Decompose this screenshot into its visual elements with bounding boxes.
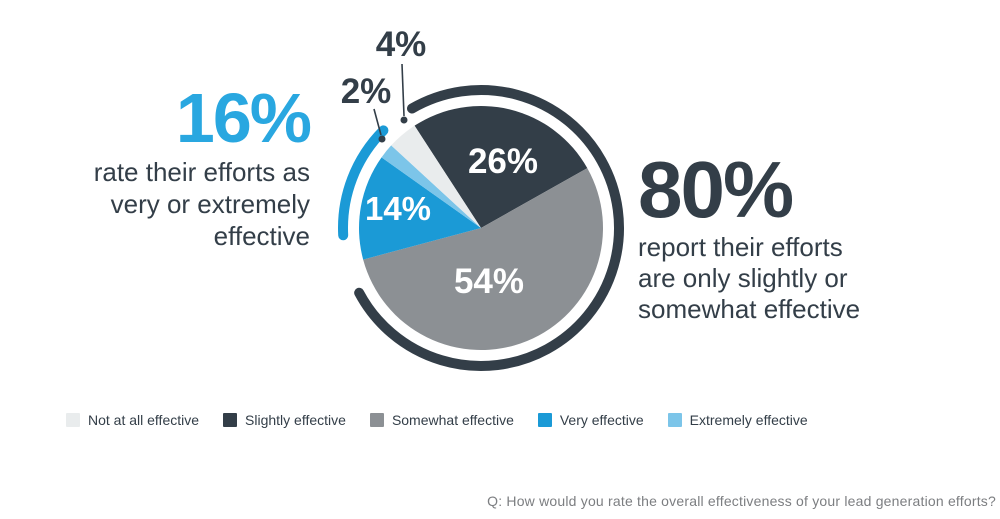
legend-swatch-icon [667,413,682,427]
legend-label: Not at all effective [88,412,200,428]
survey-question-text: Q: How would you rate the overall effect… [487,493,996,509]
legend-label: Very effective [559,412,644,428]
legend-swatch-icon [223,413,238,427]
left-stat-line-1: rate their efforts as [93,157,310,187]
80-percent-ring [354,85,624,371]
left-stat-line-3: effective [213,221,310,251]
legend-item-not-at-all-effective: Not at all effective [66,412,199,428]
legend-item-slightly-effective: Slightly effective [223,412,346,428]
pie-slice-label-very-effective: 14% [365,190,431,227]
legend-item-somewhat-effective: Somewhat effective [369,412,514,428]
right-stat-line-1: report their efforts [638,232,843,262]
pie-slice-label-somewhat-effective: 54% [454,262,524,301]
pie-slice-slightly-effective [414,105,588,228]
left-stat-line-2: very or extremely [110,189,310,219]
pie-slice-not-at-all-effective [391,125,481,228]
pie-slice-extremely-effective [381,145,481,228]
left-stat-value: 16% [175,79,312,157]
16-percent-ring [338,125,389,241]
legend-label: Extremely effective [689,412,808,428]
pie-slice-label-slightly-effective: 26% [468,142,538,181]
callout-line-extremely-effective [373,108,382,136]
legend-item-very-effective: Very effective [537,412,644,428]
legend-swatch-icon [369,413,384,427]
right-stat-value: 80% [638,145,794,234]
callout-dot-extremely-effective [378,135,386,143]
pie-slice-very-effective [358,157,481,260]
pie-slice-label-extremely-effective: 2% [341,72,392,111]
pie-slice-label-not-at-all-effective: 4% [376,25,427,64]
callout-dot-not-at-all-effective [400,116,408,124]
left-stat-16-percent: 16% rate their efforts as very or extrem… [38,79,312,252]
right-stat-line-2: are only slightly or [638,263,848,293]
right-stat-line-3: somewhat effective [638,294,861,324]
legend-item-extremely-effective: Extremely effective [667,412,808,428]
pie-slice-somewhat-effective [363,168,603,351]
legend: Not at all effective Slightly effective So… [66,412,808,428]
right-stat-80-percent: 80% report their efforts are only slight… [638,148,938,325]
legend-label: Somewhat effective [391,412,514,428]
legend-label: Slightly effective [245,412,346,428]
callout-line-not-at-all-effective [401,63,405,117]
legend-swatch-icon [537,413,552,427]
legend-swatch-icon [66,413,80,427]
